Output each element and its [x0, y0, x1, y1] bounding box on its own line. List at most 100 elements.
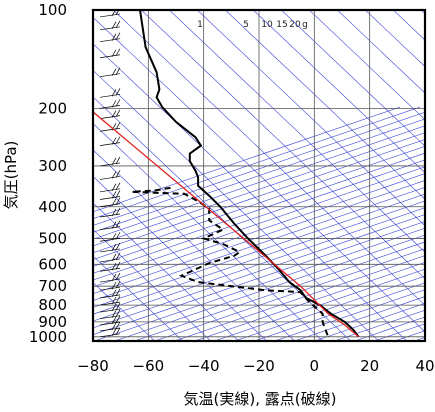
grid-slant-line [93, 125, 425, 240]
grid-slant-line [113, 234, 425, 341]
grid [93, 10, 425, 341]
grid-slant-line [93, 166, 425, 281]
mixing-ratio-label: 10 [261, 20, 273, 30]
grid-slant-line [93, 152, 425, 267]
wind-barb [99, 207, 121, 218]
grid-steep-line [93, 202, 240, 341]
grid-steep-line [336, 10, 425, 94]
parcel-line [93, 111, 360, 338]
wind-barb [99, 327, 121, 338]
grid-slant-line [273, 289, 425, 341]
y-tick-label: 800 [38, 296, 67, 314]
grid-steep-line [392, 10, 425, 41]
mixing-ratio-label: 15 [276, 20, 287, 30]
grid-slant-line [93, 132, 425, 247]
grid-steep-line [93, 96, 352, 341]
grid-slant-line [233, 275, 425, 341]
y-tick-label: 1000 [29, 328, 67, 346]
grid-slant-line [93, 207, 425, 322]
wind-barb [99, 295, 121, 306]
wind-barb [99, 156, 121, 167]
grid-steep-line [280, 10, 425, 147]
grid-steep-line [93, 43, 408, 341]
wind-barb [99, 262, 121, 272]
grid-slant-line [153, 248, 425, 341]
grid-slant-line [93, 180, 425, 295]
grid-slant-line [93, 139, 425, 254]
mixing-ratio-label: g [302, 20, 308, 30]
wind-barb [99, 220, 121, 230]
wind-barb [99, 242, 121, 253]
wind-barbs [99, 10, 121, 338]
grid-slant-line [93, 214, 425, 329]
y-axis-title: 気圧(hPa) [2, 141, 20, 210]
y-tick-label: 100 [38, 1, 67, 19]
grid-steep-line [112, 10, 425, 306]
wind-barb [99, 232, 121, 242]
wind-barb [99, 315, 121, 326]
dewpoint-line [131, 186, 330, 338]
wind-barb [99, 309, 121, 320]
grid-slant-line [93, 106, 401, 213]
mixing-ratio-labels: 1 5 10 15 20 g [197, 20, 308, 30]
y-tick-label: 500 [38, 229, 67, 247]
plot-frame [91, 8, 427, 343]
mixing-ratio-label: 20 [289, 20, 301, 30]
y-tick-label: 900 [38, 313, 67, 331]
grid-slant-line [93, 193, 425, 308]
x-tick-label: −60 [133, 357, 165, 375]
wind-barb [99, 182, 121, 193]
grid-steep-line [140, 10, 425, 280]
y-tick-label: 700 [38, 277, 67, 295]
wind-barb [99, 190, 121, 200]
grid-slant-line [393, 330, 425, 341]
wind-barb [99, 109, 121, 119]
x-tick-label: −80 [77, 357, 109, 375]
x-tick-label: 20 [360, 357, 379, 375]
grid-slant-line [193, 262, 425, 341]
grid-steep-line [224, 10, 425, 200]
grid-slant-line [420, 107, 435, 346]
wind-barb [99, 136, 121, 146]
sounding-series [93, 10, 360, 338]
x-tick-label: −20 [243, 357, 275, 375]
mixing-ratio-label: 5 [243, 20, 249, 30]
grid-steep-line [93, 255, 184, 341]
wind-barb [99, 20, 121, 31]
x-tick-label: 0 [310, 357, 320, 375]
grid-slant-line [93, 221, 425, 336]
grid-steep-line [93, 176, 268, 341]
grid-slant-line [93, 118, 425, 233]
wind-barb [99, 197, 121, 208]
temperature-line [139, 10, 360, 338]
grid-slant-line [93, 186, 425, 301]
grid-steep-line [308, 10, 425, 121]
wind-barb [99, 281, 121, 291]
grid-slant-line [293, 296, 425, 341]
y-tick-label: 400 [38, 198, 67, 216]
x-tick-label: −40 [188, 357, 220, 375]
grid-steep-line [93, 16, 425, 333]
y-tick-label: 600 [38, 255, 67, 273]
grid-steep-line [93, 282, 156, 341]
y-tick-label: 300 [38, 157, 67, 175]
wind-barb [99, 67, 121, 78]
x-axis: −80 −60 −40 −20 0 20 40 [77, 357, 434, 375]
grid-slant-line [133, 241, 425, 341]
wind-barb [99, 302, 121, 313]
grid-slant-line [93, 200, 425, 315]
wind-barb [99, 321, 121, 332]
grid-steep-line [196, 10, 425, 227]
wind-barb [99, 170, 121, 180]
wind-barb [99, 272, 121, 283]
wind-barb [99, 48, 121, 59]
wind-barb [99, 252, 121, 263]
grid-slant-line [93, 173, 425, 288]
grid-steep-line [364, 10, 425, 67]
mixing-ratio-label: 1 [197, 20, 203, 30]
grid-slant-line [93, 106, 421, 219]
x-tick-label: 40 [415, 357, 434, 375]
grid-slant-line [93, 111, 425, 226]
